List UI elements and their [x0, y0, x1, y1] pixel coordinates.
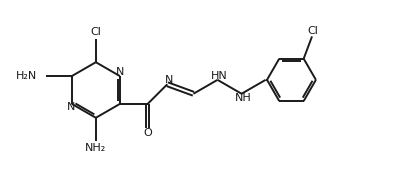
- Text: HN: HN: [211, 71, 228, 81]
- Text: N: N: [165, 75, 173, 85]
- Text: Cl: Cl: [308, 25, 318, 35]
- Text: N: N: [67, 102, 75, 112]
- Text: Cl: Cl: [90, 27, 101, 37]
- Text: O: O: [143, 129, 152, 138]
- Text: N: N: [116, 67, 125, 77]
- Text: NH₂: NH₂: [85, 143, 107, 153]
- Text: H₂N: H₂N: [16, 71, 37, 81]
- Text: NH: NH: [235, 93, 252, 103]
